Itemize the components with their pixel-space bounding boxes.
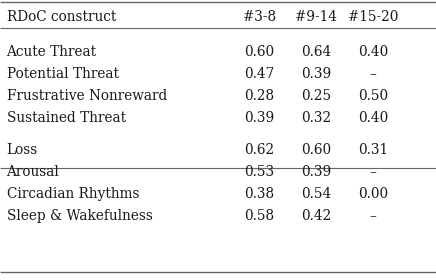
Text: 0.40: 0.40 xyxy=(358,111,388,125)
Text: #15-20: #15-20 xyxy=(347,10,398,24)
Text: 0.40: 0.40 xyxy=(358,45,388,59)
Text: Potential Threat: Potential Threat xyxy=(7,67,119,81)
Text: 0.25: 0.25 xyxy=(301,89,331,103)
Text: 0.60: 0.60 xyxy=(301,143,331,157)
Text: 0.31: 0.31 xyxy=(358,143,388,157)
Text: 0.60: 0.60 xyxy=(244,45,275,59)
Text: 0.64: 0.64 xyxy=(301,45,331,59)
Text: #9-14: #9-14 xyxy=(295,10,337,24)
Text: 0.50: 0.50 xyxy=(358,89,388,103)
Text: Sleep & Wakefulness: Sleep & Wakefulness xyxy=(7,209,153,223)
Text: Acute Threat: Acute Threat xyxy=(7,45,97,59)
Text: 0.39: 0.39 xyxy=(301,67,331,81)
Text: Loss: Loss xyxy=(7,143,38,157)
Text: #3-8: #3-8 xyxy=(243,10,276,24)
Text: 0.28: 0.28 xyxy=(244,89,275,103)
Text: 0.58: 0.58 xyxy=(244,209,275,223)
Text: RDoC construct: RDoC construct xyxy=(7,10,116,24)
Text: 0.47: 0.47 xyxy=(244,67,275,81)
Text: 0.53: 0.53 xyxy=(244,165,275,179)
Text: Circadian Rhythms: Circadian Rhythms xyxy=(7,187,139,201)
Text: Frustrative Nonreward: Frustrative Nonreward xyxy=(7,89,167,103)
Text: Arousal: Arousal xyxy=(7,165,59,179)
Text: 0.54: 0.54 xyxy=(301,187,331,201)
Text: –: – xyxy=(369,67,376,81)
Text: 0.39: 0.39 xyxy=(244,111,275,125)
Text: 0.62: 0.62 xyxy=(244,143,275,157)
Text: –: – xyxy=(369,209,376,223)
Text: 0.32: 0.32 xyxy=(301,111,331,125)
Text: Sustained Threat: Sustained Threat xyxy=(7,111,126,125)
Text: 0.42: 0.42 xyxy=(301,209,331,223)
Text: 0.00: 0.00 xyxy=(358,187,388,201)
Text: –: – xyxy=(369,165,376,179)
Text: 0.39: 0.39 xyxy=(301,165,331,179)
Text: 0.38: 0.38 xyxy=(244,187,275,201)
